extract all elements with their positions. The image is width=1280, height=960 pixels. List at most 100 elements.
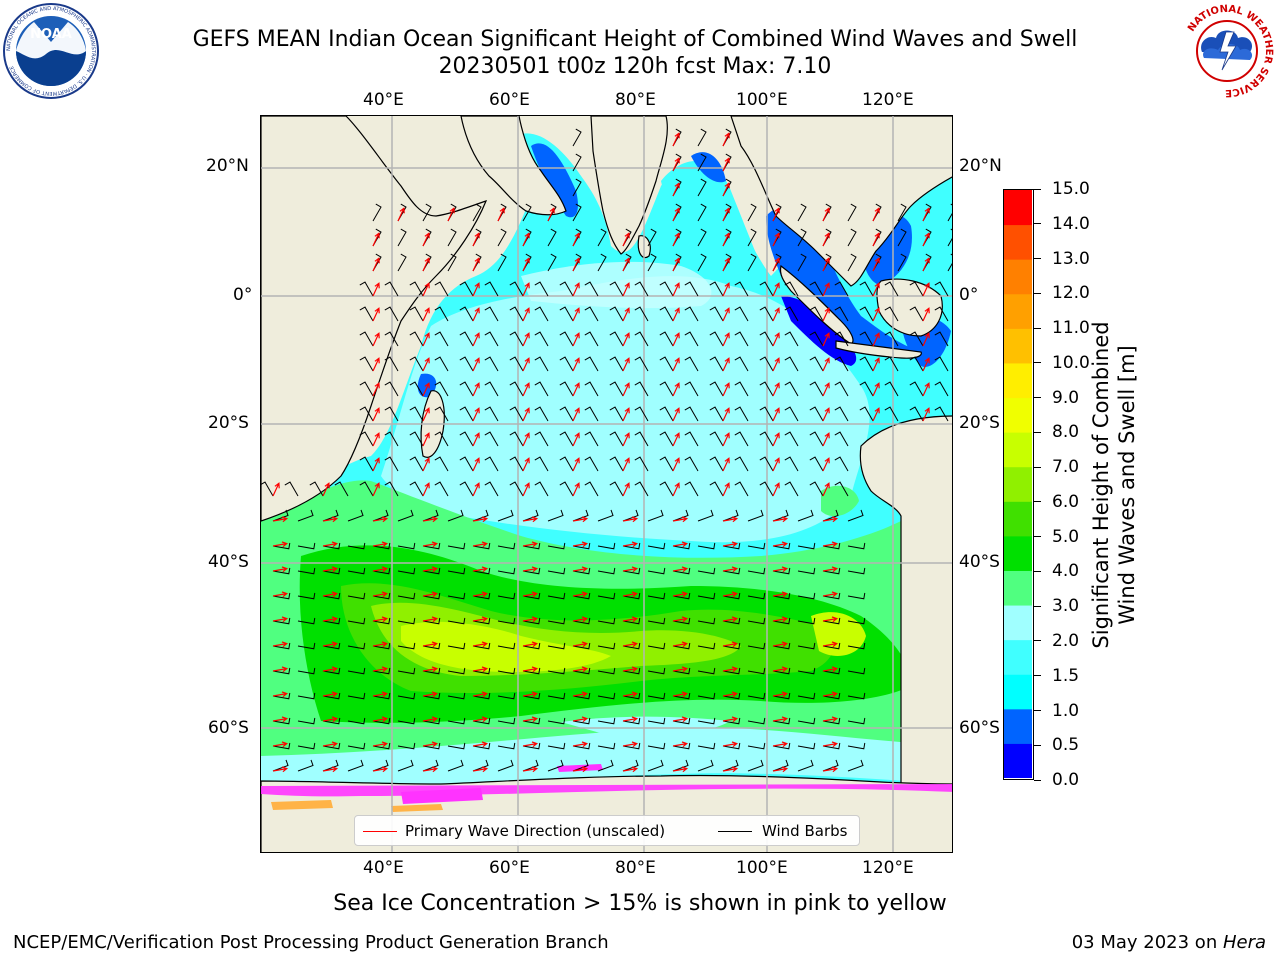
- wind-barb: [447, 642, 466, 650]
- wind-barb: [772, 667, 791, 675]
- wave-direction-arrow: [422, 516, 439, 523]
- wind-barb: [847, 742, 866, 750]
- wind-barb: [797, 717, 816, 725]
- wind-barb: [672, 692, 691, 700]
- wave-direction-arrow: [822, 716, 839, 723]
- wind-barb: [509, 356, 524, 372]
- wave-direction-arrow: [522, 332, 530, 347]
- wind-barb: [497, 759, 514, 772]
- wind-barb: [622, 717, 641, 725]
- wave-direction-arrow: [422, 382, 430, 397]
- wave-direction-arrow: [822, 457, 830, 472]
- lon-tick-bottom-2: 60°E: [489, 858, 530, 878]
- wind-barb: [434, 456, 449, 472]
- wind-barb: [759, 331, 774, 347]
- wind-barb: [522, 667, 541, 675]
- wind-barb: [472, 759, 489, 772]
- wind-barb: [584, 281, 599, 297]
- wind-barb: [472, 203, 482, 222]
- wave-direction-arrow: [822, 616, 839, 623]
- wind-barb: [947, 228, 952, 247]
- wind-barb: [272, 742, 291, 750]
- wind-barb: [847, 692, 866, 700]
- wind-barb: [659, 406, 674, 422]
- wind-barb: [647, 567, 666, 575]
- wind-barb: [709, 456, 724, 472]
- wind-barb: [534, 481, 549, 497]
- wave-direction-arrow: [472, 357, 480, 372]
- colorbar-tick-mark: [1034, 536, 1041, 538]
- lon-tick-top-3: 80°E: [615, 90, 656, 110]
- wind-barb: [422, 203, 432, 222]
- lat-tick-right-4: 40°S: [959, 552, 1000, 572]
- wave-direction-arrow: [672, 741, 689, 748]
- wave-direction-arrow: [372, 357, 380, 372]
- wind-barb: [884, 356, 899, 372]
- wave-direction-arrow: [372, 257, 380, 272]
- wave-direction-arrow: [722, 357, 730, 372]
- map-panel[interactable]: [260, 115, 953, 853]
- wind-barb: [272, 717, 291, 725]
- wind-barb: [584, 331, 599, 347]
- lat-tick-left-2: 0°: [233, 285, 253, 305]
- wind-barb: [634, 281, 649, 297]
- wind-barb: [397, 509, 414, 522]
- wind-barb: [347, 509, 364, 522]
- lat-tick-left-3: 20°S: [208, 413, 249, 433]
- wind-barb: [572, 667, 591, 675]
- wind-barb: [447, 667, 466, 675]
- wind-barb: [697, 759, 714, 772]
- lon-tick-top-4: 100°E: [736, 90, 788, 110]
- wave-direction-arrow: [772, 766, 789, 773]
- footer-date-text: 03 May 2023 on: [1071, 932, 1223, 953]
- wind-barb: [572, 567, 591, 575]
- wind-barb: [784, 356, 799, 372]
- wind-barb: [497, 542, 516, 550]
- wind-barb: [297, 542, 316, 550]
- colorbar-tick-mark: [1034, 570, 1041, 572]
- wind-barb: [597, 567, 616, 575]
- wind-barb: [384, 381, 399, 397]
- colorbar-swatch-0: [1004, 743, 1032, 778]
- wave-direction-arrow: [722, 257, 730, 272]
- wind-barb: [722, 692, 741, 700]
- wind-barb: [622, 692, 641, 700]
- wave-direction-arrow: [472, 766, 489, 773]
- wind-barb: [484, 356, 499, 372]
- wind-barb: [297, 759, 314, 772]
- wind-barb: [647, 253, 657, 272]
- wind-barb: [272, 509, 289, 522]
- wind-barb: [772, 717, 791, 725]
- wind-barb: [347, 692, 366, 700]
- wave-direction-arrow: [722, 332, 730, 347]
- wave-direction-arrow: [722, 207, 730, 222]
- wave-direction-arrow: [622, 432, 630, 447]
- wind-barb: [559, 356, 574, 372]
- wind-barb: [359, 331, 374, 347]
- wind-barb: [722, 617, 741, 625]
- wind-barb: [747, 742, 766, 750]
- wind-barb: [634, 456, 649, 472]
- wind-barb: [659, 431, 674, 447]
- wind-barb: [847, 542, 866, 550]
- wind-barb: [597, 742, 616, 750]
- wind-barb: [934, 281, 949, 297]
- wave-direction-arrow: [722, 282, 730, 297]
- wave-direction-arrow: [872, 407, 880, 422]
- wind-barb: [934, 306, 949, 322]
- wave-direction-arrow: [722, 716, 739, 723]
- wind-barb: [384, 456, 399, 472]
- wave-direction-arrow: [622, 457, 630, 472]
- wind-barb: [372, 567, 391, 575]
- wind-barb: [834, 456, 849, 472]
- colorbar-tick-label: 6.0: [1052, 491, 1080, 512]
- wind-barb: [472, 542, 491, 550]
- wave-direction-arrow: [672, 257, 680, 272]
- wave-direction-arrow: [372, 691, 389, 698]
- wind-barb: [284, 481, 299, 497]
- wind-barb: [572, 542, 591, 550]
- wave-direction-arrow: [472, 566, 489, 573]
- wind-barb: [547, 567, 566, 575]
- wave-direction-arrow: [472, 482, 480, 497]
- wind-barb: [672, 642, 691, 650]
